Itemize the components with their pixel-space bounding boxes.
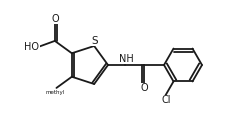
Text: methyl: methyl <box>46 90 65 95</box>
Text: O: O <box>140 83 148 93</box>
Text: Cl: Cl <box>161 95 171 105</box>
Text: NH: NH <box>119 54 133 64</box>
Text: O: O <box>51 14 59 24</box>
Text: HO: HO <box>24 42 40 52</box>
Text: S: S <box>92 36 98 46</box>
